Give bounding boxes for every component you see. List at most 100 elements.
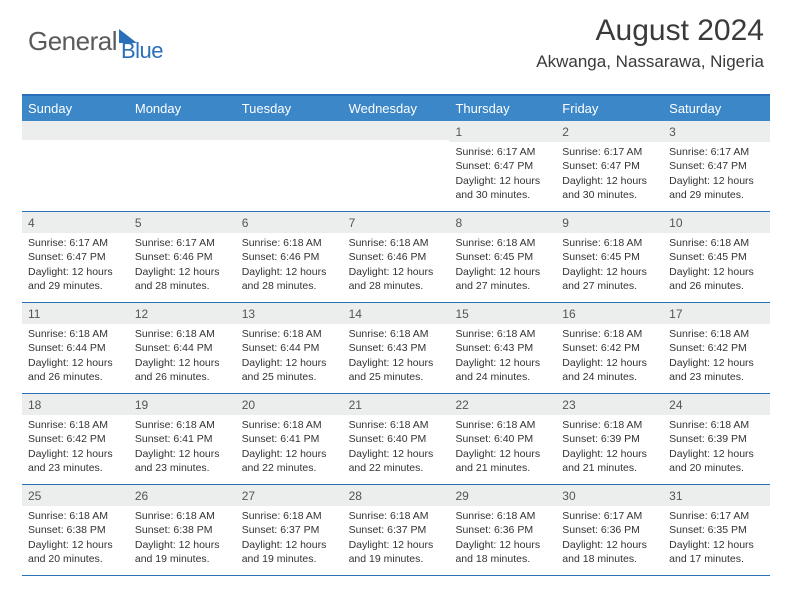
calendar-day-cell: 29Sunrise: 6:18 AMSunset: 6:36 PMDayligh…: [449, 485, 556, 575]
sunset-text: Sunset: 6:42 PM: [28, 432, 123, 446]
sunset-text: Sunset: 6:46 PM: [135, 250, 230, 264]
daylight-text-1: Daylight: 12 hours: [669, 538, 764, 552]
sunset-text: Sunset: 6:40 PM: [455, 432, 550, 446]
sunset-text: Sunset: 6:44 PM: [28, 341, 123, 355]
sunrise-text: Sunrise: 6:18 AM: [669, 418, 764, 432]
sunrise-text: Sunrise: 6:18 AM: [562, 418, 657, 432]
day-number: 13: [236, 303, 343, 324]
daylight-text-1: Daylight: 12 hours: [562, 538, 657, 552]
calendar-day-cell: 8Sunrise: 6:18 AMSunset: 6:45 PMDaylight…: [449, 212, 556, 302]
daylight-text-1: Daylight: 12 hours: [562, 447, 657, 461]
sunrise-text: Sunrise: 6:18 AM: [455, 509, 550, 523]
daylight-text-1: Daylight: 12 hours: [349, 356, 444, 370]
calendar-day-cell: 23 Sunrise: 6:18 AMSunset: 6:39 PMDayligh…: [556, 394, 663, 484]
logo-text-blue: Blue: [121, 38, 163, 64]
month-title: August 2024: [536, 14, 764, 48]
calendar-day-cell: 7Sunrise: 6:18 AMSunset: 6:46 PMDaylight…: [343, 212, 450, 302]
day-number: 3: [663, 121, 770, 142]
sunset-text: Sunset: 6:36 PM: [455, 523, 550, 537]
day-number: 11: [22, 303, 129, 324]
sunset-text: Sunset: 6:45 PM: [562, 250, 657, 264]
day-number: 28: [343, 485, 450, 506]
day-body: Sunrise: 6:18 AMSunset: 6:44 PMDaylight:…: [236, 324, 343, 388]
sunset-text: Sunset: 6:46 PM: [242, 250, 337, 264]
calendar-day-cell: 5Sunrise: 6:17 AMSunset: 6:46 PMDaylight…: [129, 212, 236, 302]
daylight-text-2: and 28 minutes.: [242, 279, 337, 293]
calendar-header-cell: Sunday: [22, 96, 129, 121]
calendar-header-cell: Monday: [129, 96, 236, 121]
day-number: 23: [556, 394, 663, 415]
title-block: August 2024 Akwanga, Nassarawa, Nigeria: [536, 14, 764, 72]
calendar-day-cell: [129, 121, 236, 211]
sunrise-text: Sunrise: 6:18 AM: [562, 236, 657, 250]
sunrise-text: Sunrise: 6:18 AM: [28, 509, 123, 523]
sunrise-text: Sunrise: 6:18 AM: [349, 509, 444, 523]
daylight-text-1: Daylight: 12 hours: [669, 447, 764, 461]
calendar-day-cell: 19Sunrise: 6:18 AMSunset: 6:41 PMDayligh…: [129, 394, 236, 484]
daylight-text-2: and 19 minutes.: [349, 552, 444, 566]
calendar-day-cell: 12Sunrise: 6:18 AMSunset: 6:44 PMDayligh…: [129, 303, 236, 393]
daylight-text-1: Daylight: 12 hours: [669, 174, 764, 188]
day-body: Sunrise: 6:18 AMSunset: 6:37 PMDaylight:…: [236, 506, 343, 570]
sunrise-text: Sunrise: 6:18 AM: [242, 418, 337, 432]
daylight-text-1: Daylight: 12 hours: [455, 174, 550, 188]
calendar-header-cell: Tuesday: [236, 96, 343, 121]
day-body: Sunrise: 6:18 AMSunset: 6:41 PMDaylight:…: [129, 415, 236, 479]
calendar-day-cell: 31Sunrise: 6:17 AMSunset: 6:35 PMDayligh…: [663, 485, 770, 575]
sunset-text: Sunset: 6:44 PM: [135, 341, 230, 355]
daylight-text-2: and 24 minutes.: [562, 370, 657, 384]
daylight-text-2: and 20 minutes.: [28, 552, 123, 566]
sunrise-text: Sunrise: 6:17 AM: [562, 509, 657, 523]
daylight-text-1: Daylight: 12 hours: [28, 538, 123, 552]
sunrise-text: Sunrise: 6:17 AM: [669, 509, 764, 523]
day-number: 16: [556, 303, 663, 324]
calendar-day-cell: 15Sunrise: 6:18 AMSunset: 6:43 PMDayligh…: [449, 303, 556, 393]
daylight-text-2: and 26 minutes.: [669, 279, 764, 293]
daylight-text-1: Daylight: 12 hours: [455, 356, 550, 370]
day-number: 24: [663, 394, 770, 415]
day-number: 30: [556, 485, 663, 506]
day-number: 1: [449, 121, 556, 142]
day-number: 9: [556, 212, 663, 233]
sunset-text: Sunset: 6:40 PM: [349, 432, 444, 446]
sunset-text: Sunset: 6:42 PM: [669, 341, 764, 355]
day-body: Sunrise: 6:17 AMSunset: 6:36 PMDaylight:…: [556, 506, 663, 570]
day-body: [22, 140, 129, 147]
day-number: 6: [236, 212, 343, 233]
daylight-text-2: and 30 minutes.: [562, 188, 657, 202]
daylight-text-2: and 26 minutes.: [28, 370, 123, 384]
sunrise-text: Sunrise: 6:18 AM: [242, 509, 337, 523]
daylight-text-2: and 30 minutes.: [455, 188, 550, 202]
calendar-day-cell: [236, 121, 343, 211]
sunset-text: Sunset: 6:47 PM: [455, 159, 550, 173]
calendar-day-cell: 20Sunrise: 6:18 AMSunset: 6:41 PMDayligh…: [236, 394, 343, 484]
daylight-text-1: Daylight: 12 hours: [669, 265, 764, 279]
daylight-text-1: Daylight: 12 hours: [242, 447, 337, 461]
sunrise-text: Sunrise: 6:18 AM: [455, 236, 550, 250]
sunrise-text: Sunrise: 6:17 AM: [669, 145, 764, 159]
calendar-day-cell: 9Sunrise: 6:18 AMSunset: 6:45 PMDaylight…: [556, 212, 663, 302]
day-body: Sunrise: 6:17 AMSunset: 6:47 PMDaylight:…: [663, 142, 770, 206]
calendar: SundayMondayTuesdayWednesdayThursdayFrid…: [22, 94, 770, 576]
sunset-text: Sunset: 6:37 PM: [349, 523, 444, 537]
sunset-text: Sunset: 6:45 PM: [669, 250, 764, 264]
sunset-text: Sunset: 6:41 PM: [135, 432, 230, 446]
daylight-text-1: Daylight: 12 hours: [28, 356, 123, 370]
day-number: 25: [22, 485, 129, 506]
day-body: Sunrise: 6:18 AMSunset: 6:46 PMDaylight:…: [236, 233, 343, 297]
sunrise-text: Sunrise: 6:18 AM: [349, 327, 444, 341]
sunset-text: Sunset: 6:42 PM: [562, 341, 657, 355]
daylight-text-2: and 28 minutes.: [349, 279, 444, 293]
calendar-day-cell: [343, 121, 450, 211]
calendar-day-cell: 3Sunrise: 6:17 AMSunset: 6:47 PMDaylight…: [663, 121, 770, 211]
daylight-text-2: and 17 minutes.: [669, 552, 764, 566]
calendar-week-row: 1Sunrise: 6:17 AMSunset: 6:47 PMDaylight…: [22, 121, 770, 212]
sunset-text: Sunset: 6:38 PM: [135, 523, 230, 537]
calendar-day-cell: 1Sunrise: 6:17 AMSunset: 6:47 PMDaylight…: [449, 121, 556, 211]
calendar-day-cell: 21Sunrise: 6:18 AMSunset: 6:40 PMDayligh…: [343, 394, 450, 484]
daylight-text-1: Daylight: 12 hours: [562, 174, 657, 188]
calendar-day-cell: 4Sunrise: 6:17 AMSunset: 6:47 PMDaylight…: [22, 212, 129, 302]
day-body: Sunrise: 6:18 AMSunset: 6:40 PMDaylight:…: [343, 415, 450, 479]
sunset-text: Sunset: 6:43 PM: [349, 341, 444, 355]
sunset-text: Sunset: 6:39 PM: [562, 432, 657, 446]
